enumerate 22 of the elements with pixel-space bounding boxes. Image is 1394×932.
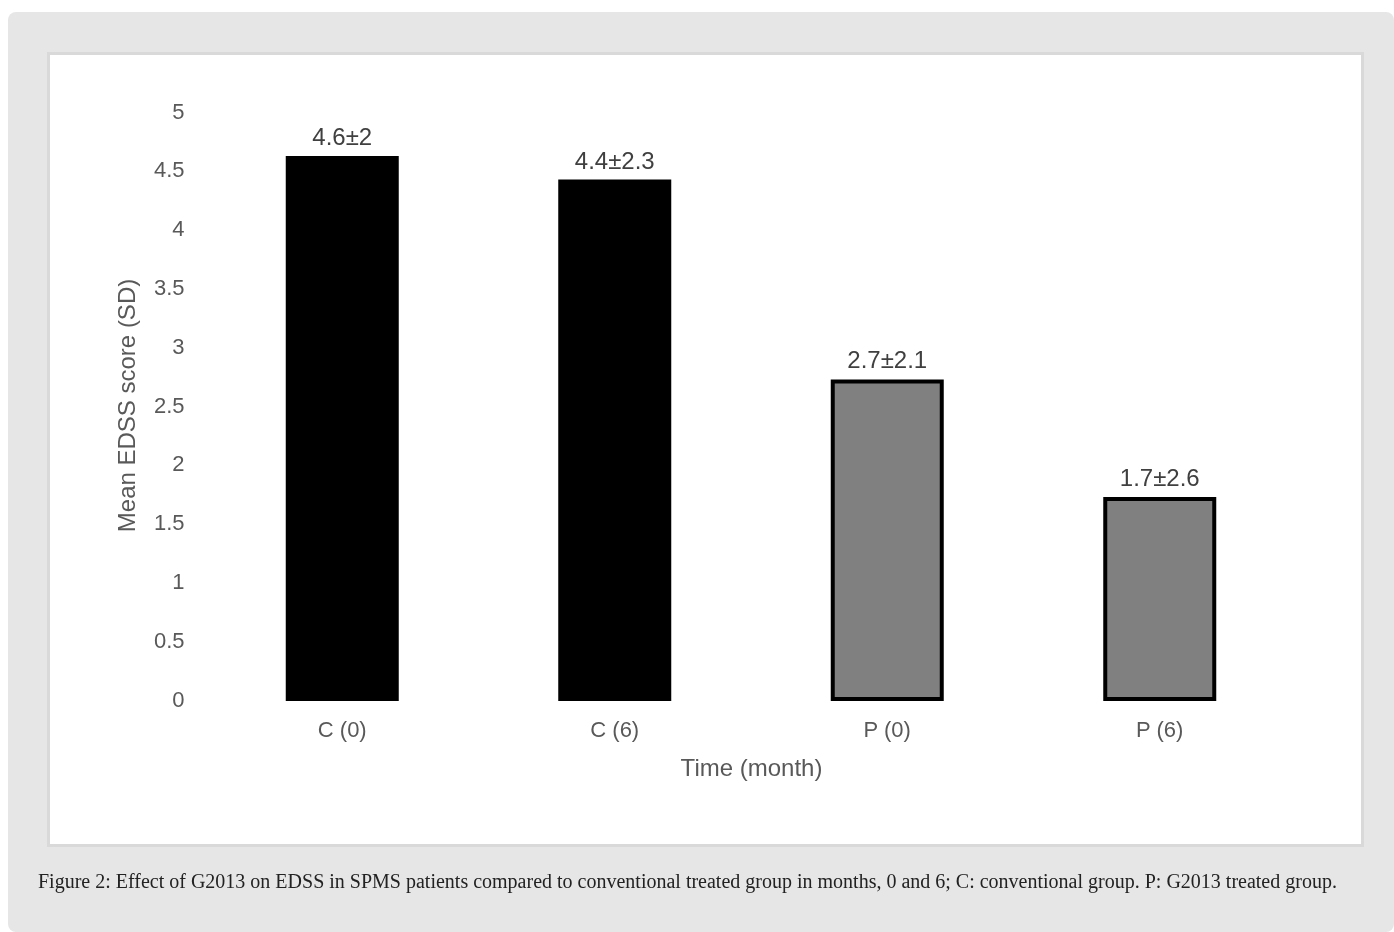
data-label: 4.6±2 (312, 123, 373, 151)
y-tick-label: 0 (172, 686, 185, 712)
caption: Figure 2: Effect of G2013 on EDSS in SPMS patients compared to conventional treated group in months, 0 and 6; C: conventional group. P: G2013 treated group. (38, 869, 1338, 894)
x-tick-label: C (0) (317, 716, 367, 742)
y-tick-label: 4.5 (153, 157, 185, 183)
y-tick-label: 0.5 (153, 627, 185, 653)
y-tick-label: 5 (172, 98, 185, 124)
x-axis-title: Time (month) (680, 753, 823, 781)
y-tick-label: 1 (172, 568, 185, 594)
x-tick-label: C (6) (590, 716, 640, 742)
data-label: 1.7±2.6 (1119, 464, 1200, 492)
y-tick-label: 2 (172, 451, 185, 477)
y-tick-label: 4 (172, 216, 185, 242)
x-tick-label: P (0) (863, 716, 911, 742)
y-tick-label: 2.5 (153, 392, 185, 418)
data-label: 4.4±2.3 (574, 146, 655, 174)
y-tick-label: 3 (172, 333, 185, 359)
y-tick-label: 3.5 (153, 274, 185, 300)
x-tick-label: P (6) (1136, 716, 1184, 742)
y-axis-title: Mean EDSS score (SD) (112, 278, 140, 533)
y-tick-label: 1.5 (153, 510, 185, 536)
data-label: 2.7±2.1 (847, 346, 928, 374)
